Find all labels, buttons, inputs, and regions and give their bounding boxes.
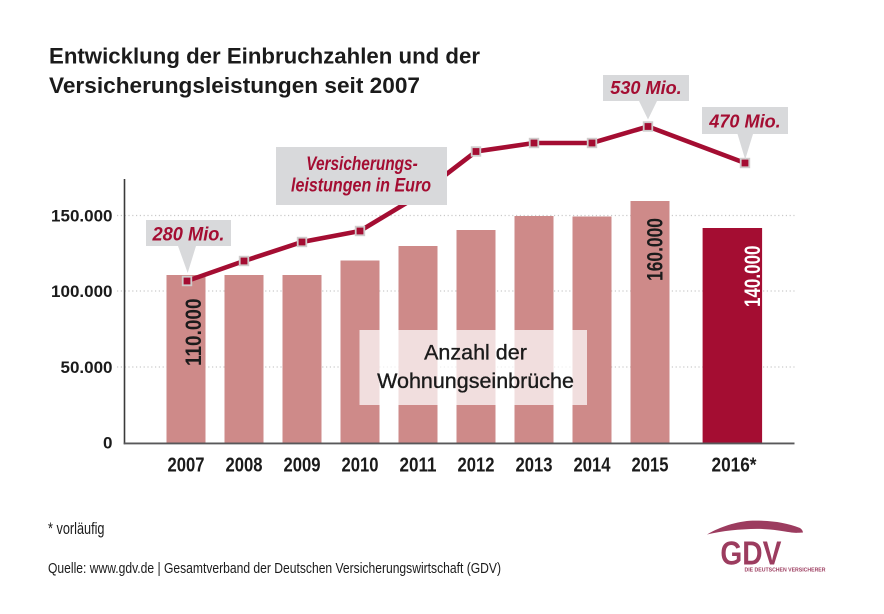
- svg-text:150.000: 150.000: [51, 207, 112, 226]
- svg-text:Versicherungs-: Versicherungs-: [306, 154, 418, 175]
- svg-text:110.000: 110.000: [181, 299, 206, 367]
- svg-text:2012: 2012: [458, 455, 495, 477]
- svg-text:280 Mio.: 280 Mio.: [152, 224, 225, 246]
- svg-text:50.000: 50.000: [61, 358, 113, 377]
- svg-text:0: 0: [103, 434, 112, 453]
- svg-text:Wohnungseinbrüche: Wohnungseinbrüche: [377, 369, 574, 393]
- svg-text:Quelle: www.gdv.de | Gesamtver: Quelle: www.gdv.de | Gesamtverband der D…: [48, 560, 501, 577]
- svg-text:140.000: 140.000: [740, 246, 765, 308]
- svg-text:2010: 2010: [342, 455, 379, 477]
- svg-text:2007: 2007: [168, 455, 205, 477]
- svg-text:530 Mio.: 530 Mio.: [610, 77, 681, 98]
- svg-text:470 Mio.: 470 Mio.: [708, 111, 780, 132]
- svg-text:160.000: 160.000: [643, 218, 668, 281]
- svg-text:Anzahl der: Anzahl der: [424, 341, 527, 365]
- svg-text:2016*: 2016*: [712, 455, 757, 477]
- svg-text:2014: 2014: [574, 455, 612, 477]
- svg-text:2009: 2009: [284, 455, 321, 477]
- svg-text:2008: 2008: [226, 455, 263, 477]
- svg-text:100.000: 100.000: [51, 282, 112, 301]
- svg-text:leistungen in Euro: leistungen in Euro: [291, 176, 431, 197]
- svg-text:Entwicklung der Einbruchzahlen: Entwicklung der Einbruchzahlen und der: [49, 44, 480, 69]
- svg-text:Versicherungsleistungen seit 2: Versicherungsleistungen seit 2007: [49, 73, 420, 98]
- svg-text:DIE DEUTSCHEN VERSICHERER: DIE DEUTSCHEN VERSICHERER: [745, 568, 826, 574]
- svg-text:2013: 2013: [516, 455, 553, 477]
- svg-text:GDV: GDV: [720, 535, 781, 572]
- svg-text:2015: 2015: [632, 455, 669, 477]
- svg-text:2011: 2011: [400, 455, 437, 477]
- svg-text:* vorläufig: * vorläufig: [48, 520, 105, 538]
